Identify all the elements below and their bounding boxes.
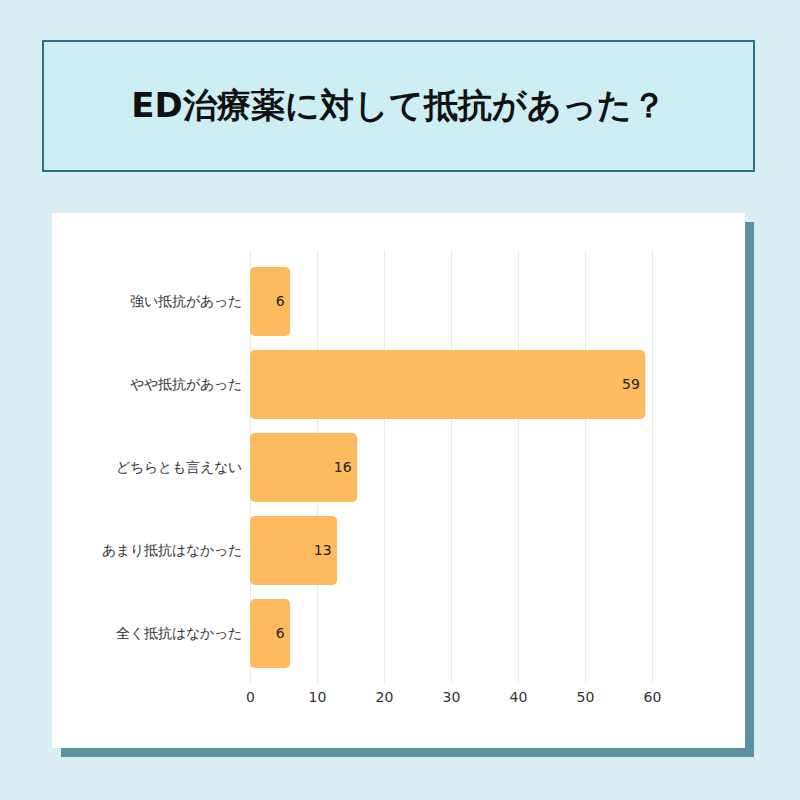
svg-text:16: 16 (334, 459, 352, 475)
svg-text:強い抵抗があった: 強い抵抗があった (130, 293, 242, 309)
svg-text:全く抵抗はなかった: 全く抵抗はなかった (116, 625, 242, 641)
svg-text:40: 40 (510, 689, 528, 705)
svg-text:60: 60 (644, 689, 662, 705)
svg-text:30: 30 (443, 689, 461, 705)
svg-text:0: 0 (246, 689, 255, 705)
svg-text:6: 6 (276, 625, 285, 641)
svg-text:13: 13 (314, 542, 332, 558)
svg-text:あまり抵抗はなかった: あまり抵抗はなかった (102, 542, 242, 558)
html-text:ED治療薬に対して抵抗があった？: ED治療薬に対して抵抗があった？ (131, 85, 666, 125)
svg-text:10: 10 (309, 689, 327, 705)
svg-text:20: 20 (376, 689, 394, 705)
svg-text:6: 6 (276, 293, 285, 309)
svg-text:59: 59 (622, 376, 640, 392)
svg-text:50: 50 (577, 689, 595, 705)
svg-text:どちらとも言えない: どちらとも言えない (116, 459, 242, 475)
svg-text:やや抵抗があった: やや抵抗があった (130, 376, 242, 392)
